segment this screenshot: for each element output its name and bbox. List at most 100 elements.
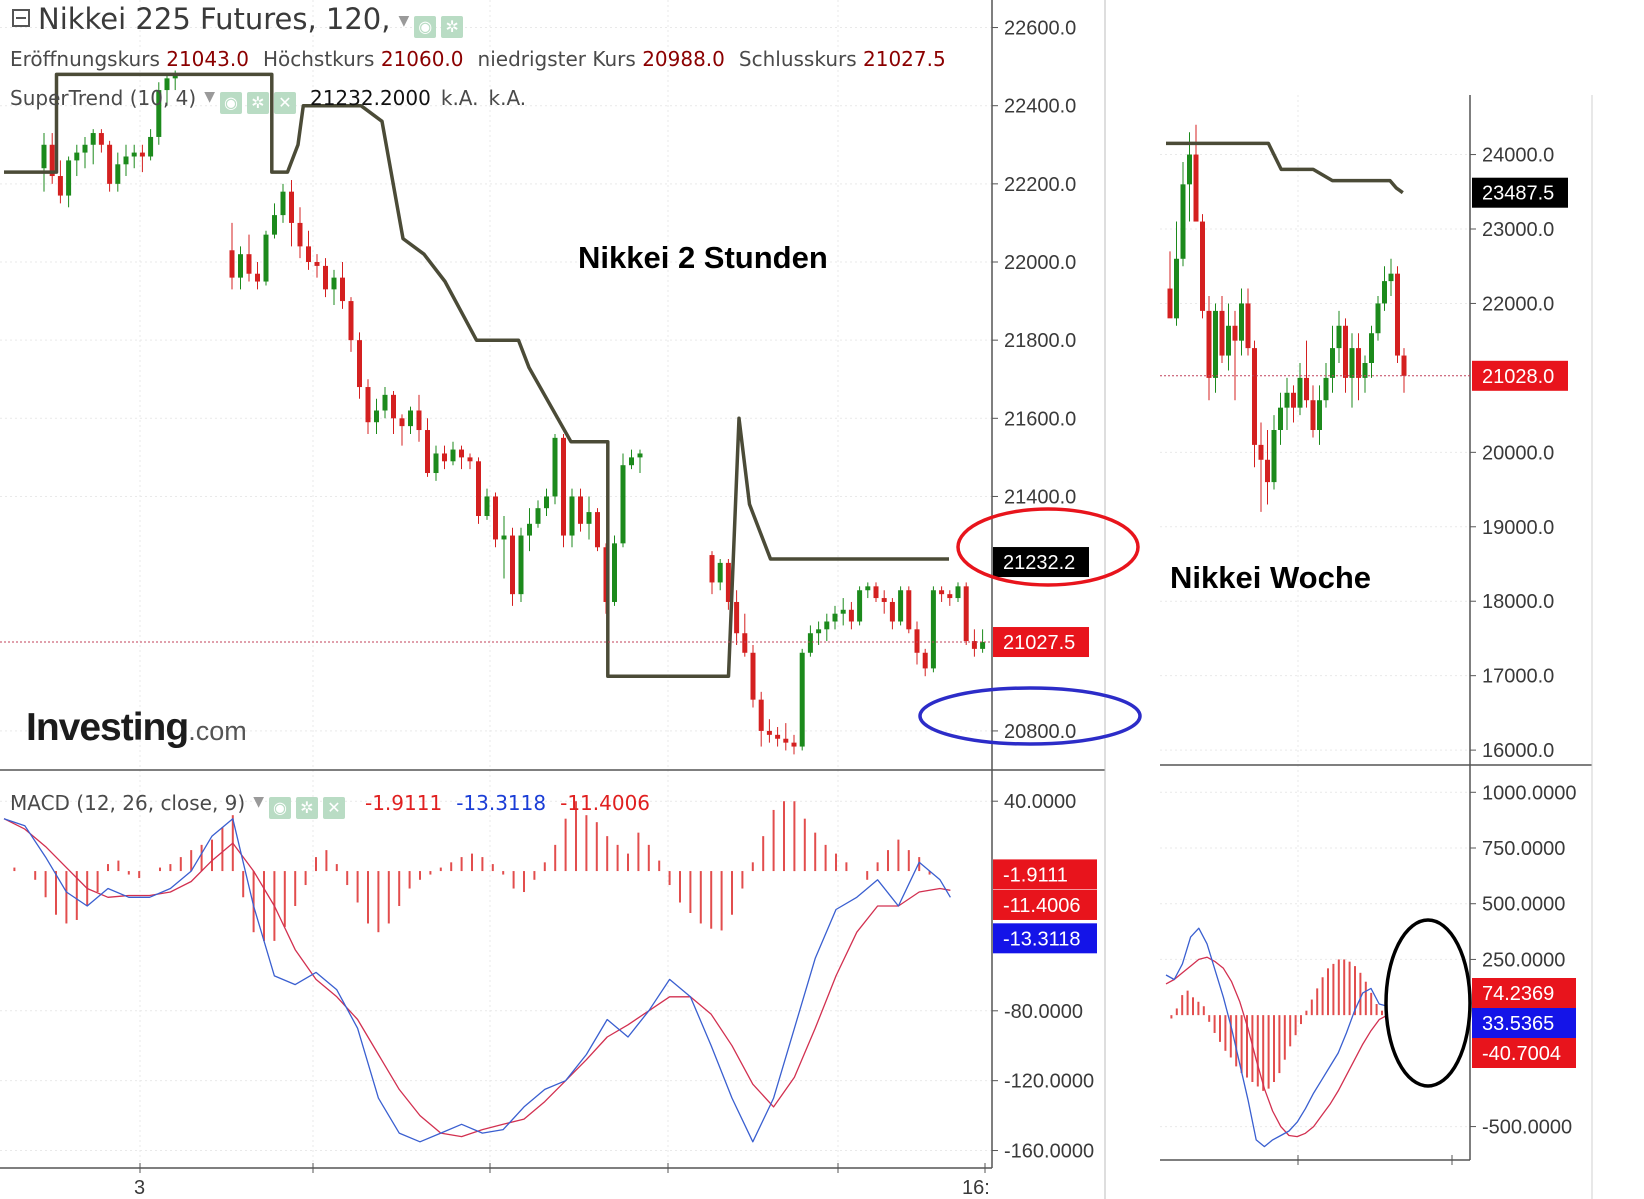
red-ellipse-highlight [956,507,1140,587]
candle-body [66,160,72,196]
candle-body [578,496,583,524]
candle-body [391,394,396,419]
histogram-value-tag: -13.3118 [1003,928,1080,950]
candle-body [1193,154,1199,222]
candle-body [272,215,277,235]
eye-icon[interactable]: ◉ [414,16,437,38]
ohlc-row: Eröffnungskurs 21043.0 Höchstkurs 21060.0… [10,47,946,71]
chevron-down-icon[interactable]: ▼ [398,13,410,29]
candle-body [1382,281,1387,304]
black-ellipse-highlight [1384,918,1472,1088]
macd-line [3,818,951,1143]
chevron-down-icon[interactable]: ▼ [253,794,264,810]
y-tick-label: 16000.0 [1482,740,1554,762]
candle-body [1336,325,1342,349]
candle-body [1356,348,1361,378]
candle-body [1323,377,1329,401]
candle-body [1174,258,1179,319]
chevron-down-icon[interactable]: ▼ [204,89,215,105]
candle-body [459,449,464,458]
supertrend-na-1: k.A. [440,86,479,110]
candle-body [527,523,532,536]
candle-body [238,254,243,278]
candle-body [164,78,170,91]
candle-body [314,262,320,266]
supertrend-line [1166,141,1404,195]
candle-body [980,642,986,649]
low-label: niedrigster Kurs [477,47,636,71]
candle-body [1219,310,1225,356]
candle-body [98,133,104,145]
y-tick-label: -120.0000 [1004,1071,1094,1093]
gear-icon[interactable]: ✲ [246,92,269,114]
candle-body [586,512,592,524]
candle-body [1369,333,1374,363]
candle-body [1200,221,1205,311]
macd-signal-line [1165,956,1388,1138]
eye-icon[interactable]: ◉ [268,797,291,819]
candle-body [742,633,748,653]
supertrend-na-2: k.A. [488,86,527,110]
macd-value-tag-bg [1472,1038,1576,1068]
candle-body [963,586,969,642]
candle-body [1180,184,1186,259]
candle-body [280,191,286,216]
y-tick-label: 500.0000 [1482,894,1565,916]
candle-body [955,586,961,599]
candle-body [442,453,447,462]
y-tick-label: 250.0000 [1482,949,1565,971]
candle-body [1252,348,1257,445]
gear-icon[interactable]: ✲ [441,16,464,38]
candle-body [840,609,846,614]
gear-icon[interactable]: ✲ [295,797,318,819]
y-tick-label: 22400.0 [1004,96,1076,118]
candle-body [620,465,626,544]
signal-value-tag-bg [993,889,1097,920]
right-price-chart [1160,124,1470,512]
candle-body [1226,325,1231,356]
close-icon[interactable]: ✕ [322,797,345,819]
candle-body [939,590,945,595]
candle-body [709,555,715,583]
candle-body [750,652,756,700]
instrument-header: Nikkei 225 Futures, 120, ▼ ◉ ✲ [12,2,464,38]
candle-body [1206,310,1212,378]
histogram-value-tag-bg [993,923,1097,954]
candle-body [1265,459,1270,483]
left-macd-chart [3,801,951,1143]
candle-body [348,301,354,341]
macd-value-tag: 74.2369 [1482,983,1554,1005]
y-tick-label: 23000.0 [1482,219,1554,241]
macd-value-tag-bg [1472,978,1576,1008]
macd-value-tag-bg [993,859,1097,890]
candle-body [552,437,558,497]
candle-body [131,152,137,157]
supertrend-line [4,72,949,678]
candle-body [484,496,490,516]
candle-body [467,457,473,462]
close-icon[interactable]: ✕ [273,92,296,114]
candle-body [123,156,129,165]
macd-value-tag-bg [1472,1008,1576,1038]
collapse-icon[interactable] [12,9,30,27]
candle-body [1284,392,1290,408]
y-tick-label: 22600.0 [1004,18,1076,40]
y-tick-label: 22000.0 [1004,252,1076,274]
left-price-chart [0,70,992,755]
candle-body [1278,407,1283,430]
y-tick-label: 20800.0 [1004,721,1076,743]
candle-body [1401,355,1407,376]
investing-logo: Investing.com [26,706,247,749]
candle-body [637,453,643,458]
candle-body [783,738,789,743]
right-chart-label: Nikkei Woche [1170,560,1371,595]
eye-icon[interactable]: ◉ [219,92,242,114]
supertrend-price-tag: 21232.2 [1003,552,1075,574]
candle-body [1317,400,1322,430]
y-tick-label: 22200.0 [1004,174,1076,196]
candle-body [766,730,772,735]
candle-body [90,133,96,145]
logo-suffix: .com [188,716,247,746]
candle-body [510,535,515,595]
candle-body [493,496,498,540]
